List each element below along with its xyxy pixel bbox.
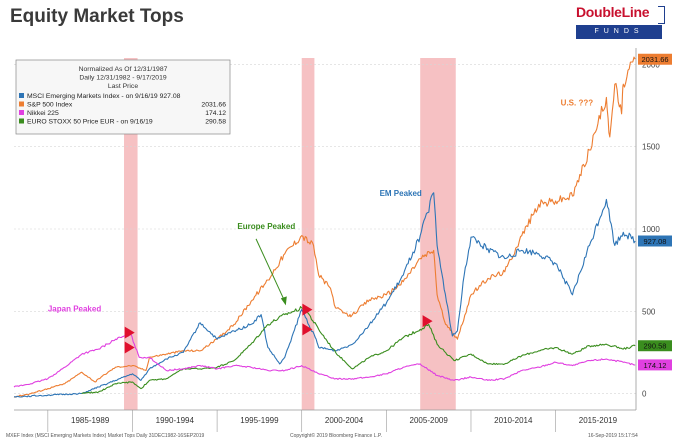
y-tick-label: 500 (642, 307, 656, 316)
x-period-label: 1985-1989 (71, 416, 110, 425)
legend-value: 174.12 (205, 110, 226, 117)
shaded-period-0 (124, 58, 138, 410)
legend-header-line: Daily 12/31/1982 - 9/17/2019 (79, 75, 167, 82)
annotation-1: Europe Peaked (237, 222, 295, 231)
last-value-box (638, 340, 672, 352)
last-value-box (638, 235, 672, 247)
footer-source: MXEF Index (MSCI Emerging Markets Index)… (6, 433, 205, 439)
series-line-msci-emerging-markets-index (14, 192, 636, 398)
x-period-label: 2015-2019 (579, 416, 618, 425)
legend-label: Nikkei 225 (27, 110, 59, 117)
peak-marker-2 (302, 303, 313, 316)
series-line-euro-stoxx-50-price-eur (81, 306, 636, 395)
x-period-label: 1995-1999 (240, 416, 279, 425)
shaded-periods (124, 58, 456, 410)
y-tick-label: 2000 (642, 60, 660, 69)
peak-marker-3 (302, 323, 313, 336)
legend-label: EURO STOXX 50 Price EUR - on 9/16/19 (27, 119, 153, 126)
grid-lines (14, 64, 636, 432)
legend-label: S&P 500 Index (27, 102, 73, 109)
legend-header-line: Last Price (108, 83, 138, 90)
legend-swatch (19, 101, 24, 107)
shaded-period-2 (420, 58, 456, 410)
x-period-label: 2010-2014 (494, 416, 533, 425)
y-tick-label: 1500 (642, 143, 660, 152)
x-period-label: 2000-2004 (325, 416, 364, 425)
last-value-box (638, 359, 672, 371)
legend-value: 290.58 (205, 119, 226, 126)
peak-marker-0 (124, 326, 135, 339)
page-title: Equity Market Tops (10, 6, 184, 27)
y-tick-label: 0 (642, 390, 647, 399)
y-tick-label: 1000 (642, 225, 660, 234)
legend-value: 2031.66 (201, 102, 226, 109)
last-value-labels: 2031.66 927.08 290.58 174.12 (638, 53, 672, 371)
logo-tagline: FUNDS (576, 25, 662, 39)
annotations: Japan Peaked Europe Peaked EM Peaked U.S. ?… (48, 99, 593, 314)
series-lines (13, 56, 636, 398)
legend-box (15, 59, 231, 135)
series-line-nikkei-225 (13, 332, 636, 388)
series-line-s-p-500-index (13, 56, 636, 398)
legend-swatch (19, 93, 24, 98)
x-period-label: 2005-2009 (410, 416, 449, 425)
peak-markers (124, 303, 433, 354)
annotation-2: EM Peaked (380, 189, 422, 198)
legend-header-line: Normalized As Of 12/31/1987 (79, 66, 168, 73)
axes: 0 500 1000 1500 2000 1985-1989 1990-1994 1995-1… (14, 48, 660, 425)
footer-timestamp: 16-Sep-2019 15:17:54 (588, 433, 638, 439)
logo-brand: DoubleLine (576, 4, 650, 20)
x-period-label: 1990-1994 (156, 416, 195, 425)
shaded-period-1 (301, 58, 315, 410)
annotation-3: U.S. ??? (561, 99, 594, 108)
footer-copyright: Copyright© 2019 Bloomberg Finance L.P. (290, 433, 382, 439)
legend-swatch (19, 118, 24, 124)
legend-label: MSCI Emerging Markets Index - on 9/16/19… (27, 93, 181, 100)
annotation-0: Japan Peaked (48, 304, 101, 313)
legend: Normalized As Of 12/31/1987 Daily 12/31/1… (15, 59, 231, 135)
peak-marker-4 (422, 315, 433, 328)
last-value-box (638, 53, 672, 65)
last-value-label: 927.08 (644, 237, 667, 246)
legend-swatch (19, 110, 24, 115)
logo-frame (658, 6, 665, 24)
last-value-label: 174.12 (644, 361, 667, 370)
europe-arrow-head (280, 296, 287, 306)
last-value-label: 2031.66 (641, 55, 668, 64)
doubleline-logo: DoubleLine FUNDS (572, 4, 670, 42)
europe-arrow (255, 238, 286, 302)
peak-marker-1 (124, 341, 135, 354)
last-value-label: 290.58 (644, 342, 667, 351)
